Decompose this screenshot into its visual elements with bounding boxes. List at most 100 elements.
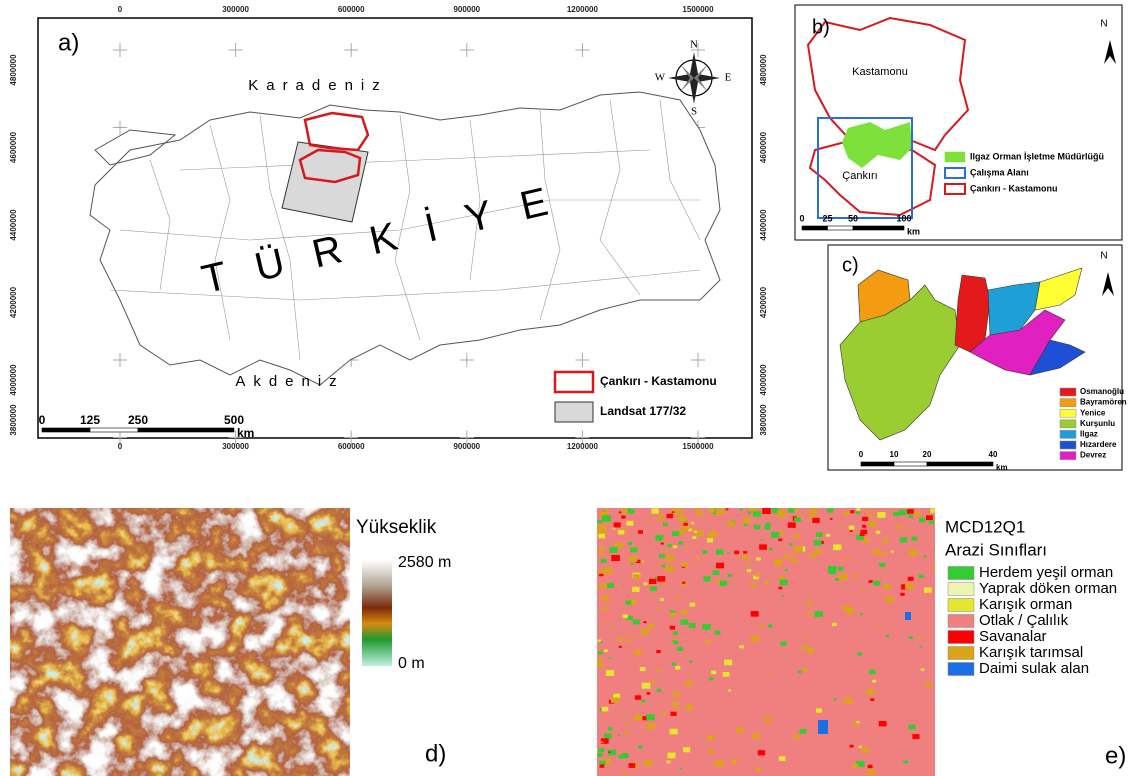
- landcover-patch: [926, 515, 933, 520]
- landcover-patch: [611, 625, 614, 627]
- landcover-patch: [919, 646, 922, 648]
- landcover-patch: [675, 666, 680, 670]
- scale-label: 0: [859, 450, 864, 459]
- landcover-patch: [626, 639, 631, 642]
- legend-swatch: [948, 583, 974, 596]
- landcover-patch: [777, 515, 780, 517]
- landcover-patch: [683, 523, 687, 526]
- y-tick-label: 4000000: [759, 364, 768, 396]
- landcover-patch: [625, 715, 628, 717]
- region-label: Kastamonu: [852, 66, 908, 78]
- landcover-patch: [780, 531, 785, 535]
- landcover-patch: [602, 595, 609, 600]
- y-tick-label: 4600000: [759, 131, 768, 163]
- landcover-patch: [744, 524, 748, 526]
- landcover-patch: [628, 542, 633, 545]
- landcover-patch: [868, 521, 876, 527]
- landcover-patch: [798, 670, 802, 673]
- legend-label: Yaprak döken orman: [979, 580, 1117, 597]
- landcover-patch: [781, 513, 787, 517]
- landcover-patch: [621, 515, 625, 518]
- landcover-patch: [681, 562, 688, 567]
- landcover-patch: [602, 606, 607, 610]
- landcover-patch: [912, 734, 919, 739]
- landcover-patch: [692, 536, 696, 539]
- landcover-patch: [779, 587, 783, 590]
- landcover-patch: [635, 695, 641, 699]
- x-tick-label: 1200000: [567, 442, 599, 451]
- landcover-patch: [659, 554, 665, 558]
- landcover-patch: [644, 582, 648, 585]
- legend-swatch: [555, 402, 593, 422]
- landcover-patch: [641, 629, 650, 635]
- landcover-patch: [747, 569, 751, 572]
- landcover-patch: [788, 508, 795, 513]
- landcover-patch: [727, 521, 735, 526]
- landcover-patch: [680, 768, 682, 770]
- landcover-patch: [716, 509, 724, 515]
- landcover-patch: [601, 741, 603, 743]
- landcover-patch: [715, 761, 724, 767]
- landcover-patch: [842, 526, 845, 528]
- landcover-patch: [839, 574, 848, 580]
- landcover-patch: [638, 530, 643, 533]
- landcover-patch: [743, 551, 747, 554]
- landcover-patch: [769, 548, 773, 551]
- landcover-patch: [872, 680, 876, 683]
- compass-label: E: [725, 72, 732, 84]
- sea-label: Akdeniz: [235, 373, 344, 390]
- landcover-patch: [742, 555, 749, 560]
- scale-segment: [927, 462, 993, 466]
- landcover-patch: [728, 574, 732, 577]
- landcover-patch: [685, 520, 687, 521]
- landcover-patch: [909, 550, 917, 556]
- legend-label: Hızardere: [1080, 440, 1117, 449]
- landcover-patch: [652, 680, 656, 683]
- landcover-patch: [833, 544, 841, 550]
- compass-label: W: [655, 72, 666, 84]
- landcover-patch: [603, 568, 612, 574]
- landcover-patch: [708, 508, 715, 513]
- landcover-patch: [634, 650, 641, 655]
- landcover-patch: [695, 509, 701, 513]
- landcover-patch: [759, 624, 762, 626]
- landcover-patch: [843, 696, 845, 697]
- landcover-patch: [631, 563, 634, 565]
- landcover-patch: [769, 674, 772, 676]
- landcover-patch: [665, 566, 674, 572]
- landcover-patch: [834, 698, 837, 700]
- landcover-patch: [900, 593, 904, 596]
- landcover-patch: [666, 555, 675, 561]
- landcover-patch: [647, 692, 651, 695]
- landcover-patch: [689, 660, 692, 662]
- landcover-patch: [675, 639, 678, 641]
- landcover-patch: [611, 697, 619, 702]
- landcover-patch: [708, 531, 717, 537]
- landcover-patch: [607, 583, 614, 588]
- landcover-patch: [638, 745, 642, 748]
- legend-subtitle: Arazi Sınıfları: [945, 540, 1047, 559]
- legend-label: Çankırı - Kastamonu: [600, 374, 717, 388]
- landcover-patch: [850, 530, 853, 532]
- sea-label: Karadeniz: [248, 77, 388, 94]
- compass-label: N: [690, 39, 698, 51]
- landcover-patch: [612, 527, 615, 529]
- landcover-patch: [609, 547, 618, 553]
- legend-label: Karışık orman: [979, 596, 1072, 613]
- landcover-patch: [686, 545, 689, 547]
- landcover-patch: [815, 611, 823, 617]
- landcover-patch: [614, 522, 621, 527]
- landcover-patch: [597, 658, 602, 661]
- landcover-patch: [934, 548, 935, 551]
- landcover-patch: [727, 552, 729, 554]
- landcover-patch: [597, 520, 601, 523]
- landcover-patch: [660, 518, 664, 521]
- landcover-patch: [625, 730, 629, 733]
- landcover-patch: [713, 570, 720, 575]
- landcover-patch: [876, 531, 880, 534]
- landcover-patch: [597, 586, 601, 589]
- landcover-patch: [856, 508, 860, 511]
- y-tick-label: 4200000: [759, 286, 768, 318]
- landcover-patch: [857, 652, 862, 655]
- scale-segment: [894, 462, 927, 466]
